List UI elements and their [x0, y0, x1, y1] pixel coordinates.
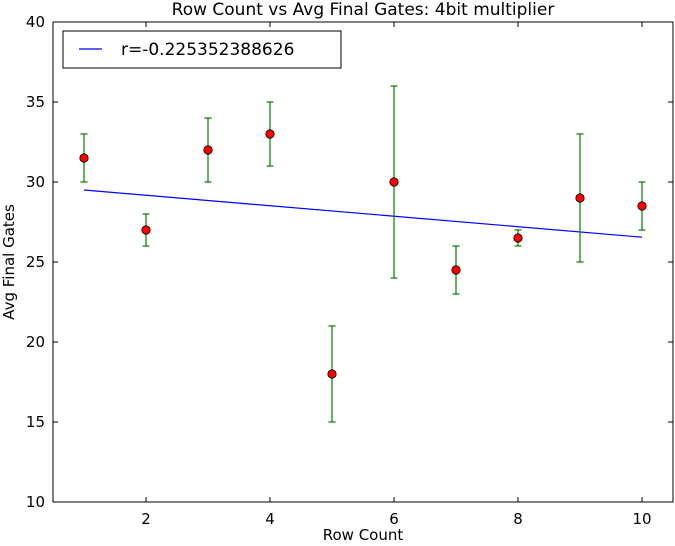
error-bars: [80, 85, 646, 423]
fit-line: [83, 189, 643, 238]
legend-box: [62, 30, 342, 69]
data-point: [389, 177, 399, 187]
y-axis-label: Avg Final Gates: [0, 204, 18, 320]
data-point: [513, 233, 523, 243]
axis-ticks: 2 4 6 8 10 10 15 20 25 30 35 40: [26, 13, 673, 528]
data-point: [451, 265, 461, 275]
x-tick-label: 6: [389, 510, 399, 528]
y-tick-label: 10: [26, 493, 45, 511]
x-tick-label: 4: [265, 510, 275, 528]
data-point: [141, 225, 151, 235]
x-tick-label: 10: [632, 510, 651, 528]
fit-line-layer: [83, 189, 643, 238]
y-tick-label: 40: [26, 13, 45, 31]
legend-label: r=-0.225352388626: [121, 40, 294, 60]
y-tick-label: 30: [26, 173, 45, 191]
x-tick-label: 2: [141, 510, 151, 528]
legend: r=-0.225352388626: [62, 30, 342, 69]
data-points: [79, 129, 647, 379]
y-tick-label: 15: [26, 413, 45, 431]
y-tick-label: 25: [26, 253, 45, 271]
data-point: [79, 153, 89, 163]
data-point: [327, 369, 337, 379]
data-point: [575, 193, 585, 203]
x-axis-label: Row Count: [323, 526, 404, 544]
x-tick-label: 8: [513, 510, 523, 528]
chart-title: Row Count vs Avg Final Gates: 4bit multi…: [172, 0, 555, 20]
y-tick-label: 35: [26, 93, 45, 111]
data-point: [265, 129, 275, 139]
data-point: [637, 201, 647, 211]
data-point: [203, 145, 213, 155]
y-tick-label: 20: [26, 333, 45, 351]
